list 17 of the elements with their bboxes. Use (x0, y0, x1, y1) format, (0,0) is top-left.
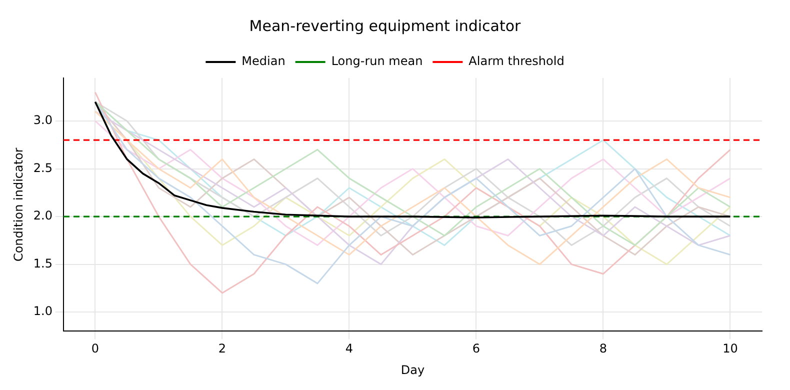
chart-title: Mean-reverting equipment indicator (249, 16, 522, 35)
y-tick-label: 1.0 (33, 304, 52, 318)
x-tick-label: 10 (722, 342, 738, 356)
y-tick-label: 2.5 (33, 160, 52, 175)
x-tick-label: 8 (599, 342, 608, 356)
legend-label: Alarm threshold (468, 54, 564, 68)
y-tick-label: 2.0 (33, 208, 52, 223)
y-tick-label: 1.5 (33, 256, 52, 270)
y-tick-label: 3.0 (33, 113, 52, 128)
x-tick-label: 6 (472, 342, 480, 356)
y-axis-title: Condition indicator (11, 148, 26, 262)
legend-label: Long-run mean (331, 54, 423, 68)
x-tick-label: 0 (91, 342, 100, 356)
x-tick-label: 2 (218, 342, 226, 356)
x-axis-title: Day (400, 362, 425, 377)
x-tick-label: 4 (345, 342, 354, 356)
legend-label: Median (242, 54, 286, 68)
